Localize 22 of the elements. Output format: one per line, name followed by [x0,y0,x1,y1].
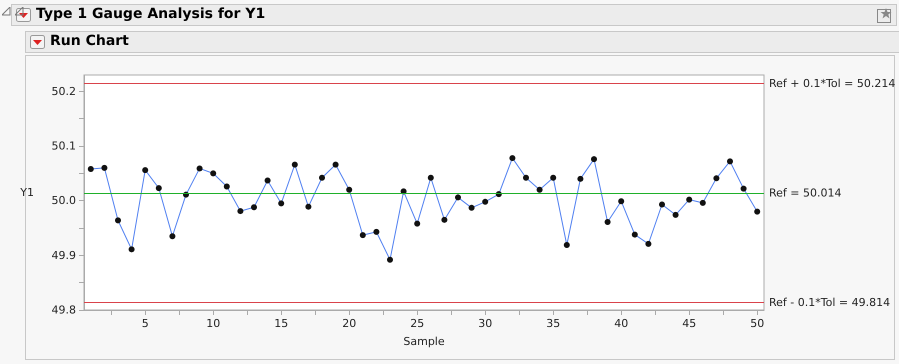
ref-line-label: Ref = 50.014 [769,186,842,200]
x-axis-title: Sample [403,335,445,348]
x-tick-label: 50 [750,317,764,330]
ref-line-label: Ref + 0.1*Tol = 50.214 [769,77,896,90]
y-tick-label: 49.9 [52,248,76,262]
y-tick-label: 49.8 [52,304,76,316]
y-tick-label: 50.2 [52,84,76,98]
x-tick-label: 15 [274,317,288,330]
x-tick-label: 35 [546,317,560,330]
x-tick-label: 5 [142,317,149,330]
x-tick-label: 20 [342,317,356,330]
y-axis-title: Y1 [19,186,34,199]
x-tick-label: 40 [614,317,628,330]
x-tick-label: 30 [478,317,492,330]
chart-title: Type 1 Gauge Analysis for Y1 [36,6,266,22]
x-tick-label: 25 [410,317,424,330]
y-tick-label: 50.0 [52,194,76,208]
y-tick-label: 50.1 [52,140,76,153]
chart-subtitle: Run Chart [50,33,129,49]
ref-line-label: Ref - 0.1*Tol = 49.814 [769,296,890,309]
x-tick-label: 45 [682,317,696,330]
x-tick-label: 10 [206,317,220,330]
